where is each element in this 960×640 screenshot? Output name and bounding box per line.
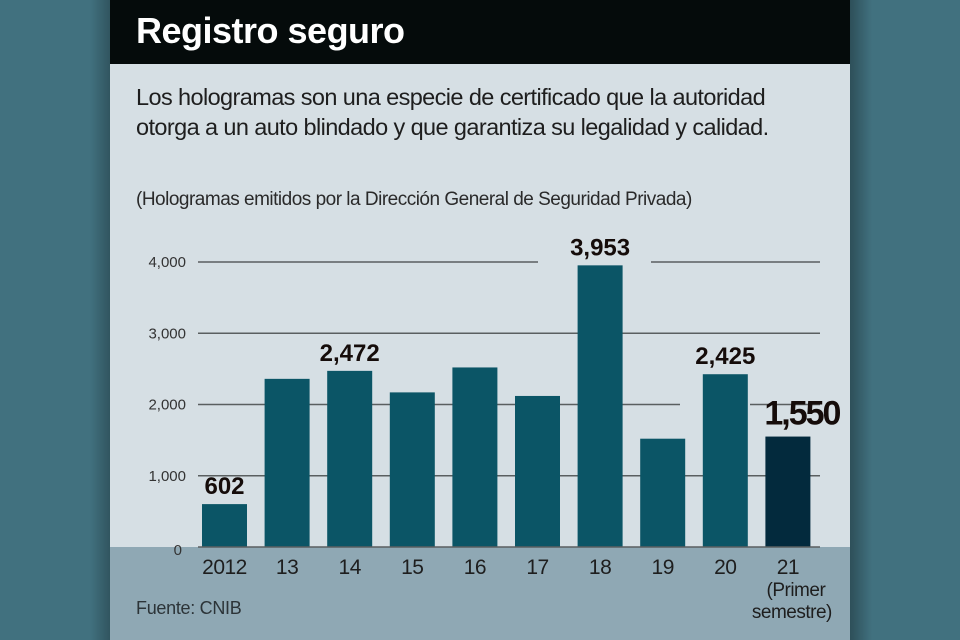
x-tick-label: 21	[777, 556, 799, 579]
y-tick-label: 3,000	[148, 325, 186, 342]
y-tick-label: 1,000	[148, 468, 186, 485]
bar-21	[765, 436, 811, 547]
data-label: 1,550	[764, 395, 840, 433]
bar-15	[389, 392, 435, 547]
y-tick-label: 0	[174, 542, 182, 559]
bar-13	[264, 378, 310, 547]
x-tick-label: 14	[339, 556, 362, 579]
data-label: 2,425	[695, 343, 755, 370]
x-tick-label: 18	[589, 556, 611, 579]
title-bar: Registro seguro	[110, 0, 850, 64]
chart-subtitle: (Hologramas emitidos por la Dirección Ge…	[136, 189, 692, 210]
bar-18	[577, 265, 623, 547]
x-tick-label: 2012	[202, 556, 247, 579]
source-note: Fuente: CNIB	[136, 598, 242, 618]
x-tick-label: 20	[714, 556, 736, 579]
bars	[202, 265, 811, 547]
bar-19	[640, 438, 686, 547]
x-tick-label: 16	[464, 556, 486, 579]
footer-band	[110, 547, 850, 640]
y-axis-ticks: 0 1,000 2,000 3,000 4,000	[148, 254, 186, 559]
description: Los hologramas son una especie de certif…	[136, 84, 769, 140]
bar-2012	[202, 504, 247, 547]
right-shadow	[850, 0, 872, 640]
data-label: 3,953	[570, 234, 630, 261]
bar-16	[452, 367, 498, 547]
bar-20	[702, 374, 748, 547]
infographic-panel: Registro seguro Los hologramas son una e…	[110, 0, 850, 640]
left-shadow	[90, 0, 110, 640]
x-note-line1: (Primer	[767, 580, 827, 601]
bar-14	[327, 370, 373, 547]
x-note-line2: semestre)	[752, 602, 832, 623]
y-tick-label: 2,000	[148, 397, 186, 414]
page-title: Registro seguro	[136, 10, 405, 51]
x-tick-label: 17	[526, 556, 548, 579]
data-label: 602	[204, 473, 244, 500]
bar-chart: 0 1,000 2,000 3,000 4,000 2012 13 14 15 16 17 18 19…	[148, 234, 842, 623]
x-tick-label: 15	[401, 556, 423, 579]
data-labels: 602 2,472 3,953 2,425 1,550	[204, 234, 842, 500]
bar-17	[515, 395, 560, 547]
x-tick-label: 13	[276, 556, 298, 579]
y-tick-label: 4,000	[148, 254, 186, 271]
data-label: 2,472	[320, 340, 380, 367]
x-tick-label: 19	[652, 556, 674, 579]
